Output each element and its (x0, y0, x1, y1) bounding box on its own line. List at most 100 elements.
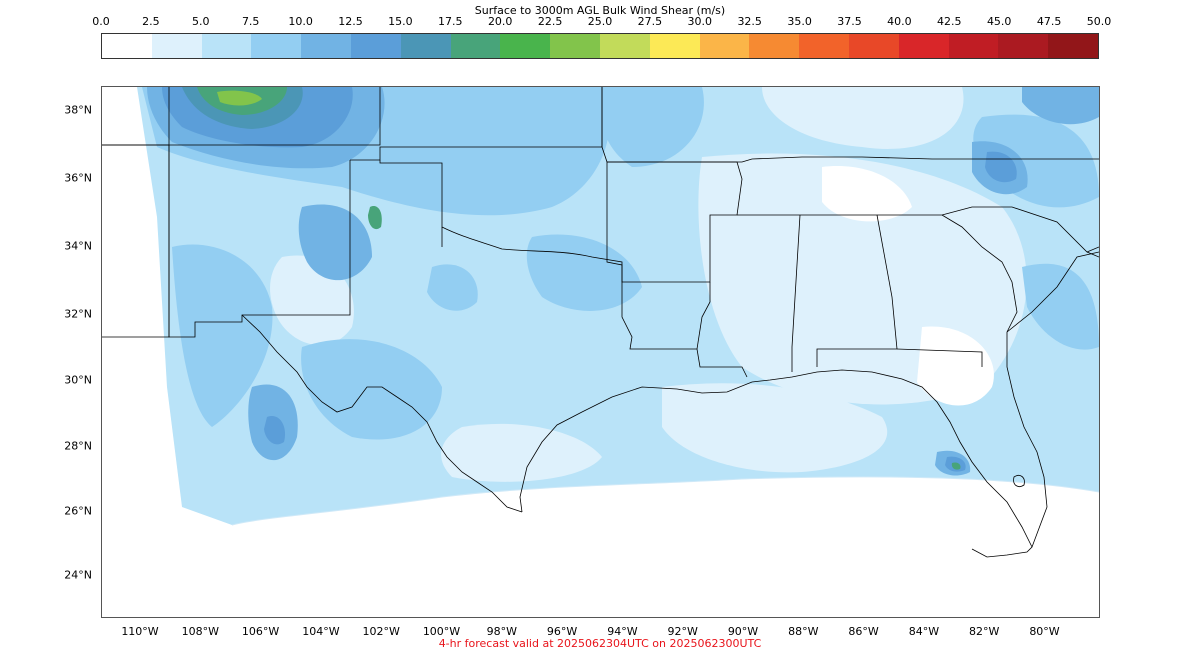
colorbar-tick-label: 22.5 (537, 15, 563, 28)
shear-patch-light (441, 423, 602, 482)
coastline (1006, 251, 1099, 333)
latitude-label: 26°N (64, 504, 92, 518)
coastline (1006, 332, 1048, 548)
colorbar-tick-label: 0.0 (92, 15, 110, 28)
longitude-label: 104°W (302, 625, 340, 638)
shear-patch-elevated (526, 234, 642, 311)
colorbar-tick-label: 47.5 (1036, 15, 1062, 28)
colorbar-tick-label: 32.5 (737, 15, 762, 28)
colorbar-segment (151, 34, 202, 58)
longitude-label: 100°W (422, 625, 461, 638)
longitude-label: 94°W (607, 625, 638, 638)
longitude-label: 102°W (362, 625, 400, 638)
forecast-domain-edge (231, 476, 1099, 526)
border-line (896, 348, 983, 367)
coastline (519, 369, 1033, 558)
state-boundaries (102, 87, 1099, 558)
map-panel (101, 86, 1100, 618)
colorbar-tick-label: 45.0 (986, 15, 1012, 28)
wind-shear-field (137, 87, 1099, 525)
shear-patch-extreme (951, 462, 961, 470)
longitude-label: 84°W (908, 625, 940, 638)
shear-patch-light (917, 326, 994, 406)
colorbar-segment (699, 34, 750, 58)
border-line (941, 214, 1018, 333)
border-line (601, 87, 743, 283)
shear-patch-elevated (600, 87, 704, 167)
border-line (737, 206, 1099, 258)
colorbar-segment (799, 34, 849, 58)
colorbar-segment (998, 34, 1049, 58)
colorbar-tick-label: 15.0 (388, 15, 413, 28)
colorbar-segment (948, 34, 999, 58)
border-line (379, 160, 623, 282)
border-line (241, 314, 523, 513)
latitude-label: 36°N (64, 171, 92, 185)
colorbar-tick-label: 35.0 (787, 15, 812, 28)
wind-shear-map (102, 87, 1099, 558)
colorbar-segment (500, 34, 551, 58)
border-line (1086, 246, 1099, 253)
colorbar-tick-label: 7.5 (241, 15, 260, 28)
colorbar-segment (649, 34, 700, 58)
longitude-label: 106°W (241, 625, 280, 638)
latitude-label: 30°N (64, 373, 92, 387)
shear-patch-strong (1022, 87, 1099, 125)
colorbar-tick-label: 2.5 (142, 15, 160, 28)
colorbar-segment (848, 34, 899, 58)
colorbar-segment (550, 34, 600, 58)
longitude-label: 108°W (181, 625, 219, 638)
longitude-label: 98°W (486, 625, 517, 638)
shear-patch-elevated (1022, 263, 1099, 350)
latitude-label: 38°N (64, 103, 92, 117)
longitude-label: 88°W (788, 625, 819, 638)
forecast-validity-caption: 4-hr forecast valid at 2025062304UTC on … (438, 637, 762, 650)
latitude-label: 24°N (64, 568, 92, 582)
colorbar-tick-label: 10.0 (288, 15, 313, 28)
border-line (168, 87, 351, 338)
colorbar-tick-label: 50.0 (1086, 15, 1112, 28)
shear-patch-light (762, 87, 964, 149)
longitude-label: 82°W (969, 625, 1000, 638)
shear-patch-extreme (368, 206, 382, 230)
colorbar-tick-label: 30.0 (687, 15, 713, 28)
shear-patch-strong (298, 204, 372, 281)
colorbar-segment (102, 34, 152, 58)
colorbar-tick-label: 37.5 (837, 15, 862, 28)
colorbar-tick-label: 12.5 (338, 15, 363, 28)
colorbar-title: Surface to 3000m AGL Bulk Wind Shear (m/… (474, 4, 726, 17)
colorbar-segment (898, 34, 949, 58)
shear-patch-calm (822, 166, 912, 222)
colorbar-tick-label: 17.5 (438, 15, 463, 28)
colorbar-tick-label: 25.0 (587, 15, 613, 28)
longitude-label: 86°W (848, 625, 879, 638)
longitude-label: 92°W (667, 625, 698, 638)
longitude-label: 90°W (727, 625, 759, 638)
colorbar-segment (301, 34, 351, 58)
colorbar-segment (400, 34, 451, 58)
longitude-label: 110°W (121, 625, 159, 638)
colorbar-segment (749, 34, 800, 58)
colorbar-tick-label: 40.0 (887, 15, 912, 28)
longitude-label: 80°W (1029, 625, 1060, 638)
shear-patch-elevated (427, 264, 478, 311)
shear-patch-elevated (172, 244, 273, 427)
latitude-label: 34°N (64, 239, 92, 253)
colorbar-tick-label: 20.0 (487, 15, 513, 28)
colorbar-segment (1048, 34, 1098, 58)
colorbar-tick-label: 27.5 (637, 15, 663, 28)
shear-patch-high (264, 416, 286, 445)
colorbar-segment (350, 34, 401, 58)
shear-patch-elevated (301, 339, 442, 440)
colorbar-tick-label: 42.5 (937, 15, 962, 28)
colorbar-segment (450, 34, 501, 58)
colorbar-segment (201, 34, 252, 58)
border-line (621, 282, 748, 378)
colorbar (101, 33, 1099, 59)
border-line (607, 156, 1099, 163)
colorbar-segment (251, 34, 302, 58)
latitude-label: 32°N (64, 307, 92, 321)
border-line (791, 214, 801, 372)
shear-patch-light (662, 383, 888, 473)
border-line (102, 87, 381, 146)
